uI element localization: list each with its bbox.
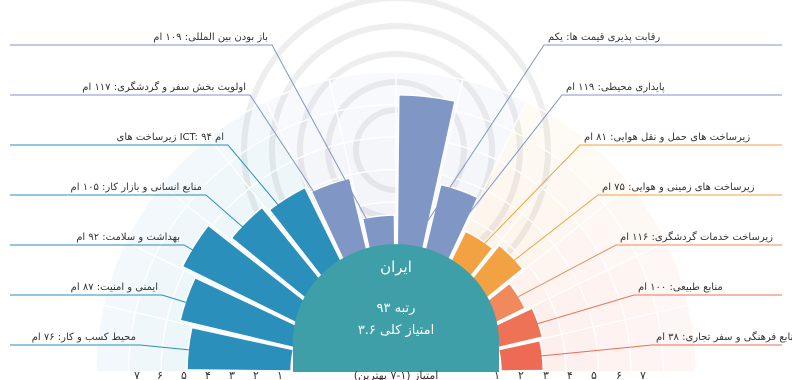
bar-14 — [497, 339, 545, 372]
label-leader-lines — [10, 44, 782, 359]
leader-line — [10, 144, 330, 267]
category-label: بهداشت و سلامت: ۹۲ ام — [76, 232, 180, 243]
center-badge: ایران رتبه ۹۳ امتیاز کلی ۳.۶ — [293, 244, 499, 372]
axis-tick: ۱ — [277, 369, 283, 380]
leader-line — [501, 244, 782, 306]
center-rank: رتبه ۹۳ — [377, 301, 416, 316]
leader-line — [10, 44, 383, 249]
category-labels: محیط کسب و کار: ۷۶ ام ایمنی و امنیت: ۸۷ ا… — [32, 32, 792, 343]
grid-cell — [656, 304, 697, 373]
axis-tick: ۳ — [543, 369, 549, 380]
axis-tick: ۷ — [134, 369, 140, 380]
axis-tick: ۵ — [591, 369, 597, 380]
leader-line — [10, 194, 308, 284]
axis-tick: ۶ — [616, 369, 622, 380]
grid-cell — [350, 168, 397, 207]
category-label: منابع فرهنگی و سفر تجاری: ۳۸ ام — [656, 331, 792, 343]
center-dome — [293, 244, 499, 372]
grid-cell — [335, 103, 397, 144]
axis-tick: ۱ — [494, 369, 500, 380]
category-label: منابع طبیعی: ۱۰۰ ام — [638, 282, 723, 293]
axis-tick: ۵ — [181, 369, 187, 380]
leader-line — [10, 344, 272, 359]
grid-cell — [592, 318, 632, 373]
category-label: زیرساخت خدمات گردشگری: ۱۱۶ ام — [620, 231, 773, 243]
category-label: اولویت بخش سفر و گردشگری: ۱۱۷ ام — [82, 81, 246, 93]
axis-tick: ۶ — [157, 369, 163, 380]
axis-tick: ۷ — [640, 369, 646, 380]
center-country: ایران — [380, 258, 412, 276]
leader-line — [10, 294, 279, 332]
category-label: ایمنی و امنیت: ۸۷ ام — [71, 282, 158, 293]
axis-tick: ۳ — [229, 369, 235, 380]
leader-line — [10, 94, 356, 255]
axis-tick: ۴ — [567, 369, 573, 380]
grid-cell — [342, 136, 397, 176]
category-label: زیرساخت های زمینی و هوایی: ۷۵ ام — [602, 182, 755, 193]
leader-line — [436, 94, 782, 255]
axis-tick: ۲ — [518, 369, 524, 380]
grid-cell — [561, 326, 600, 373]
axis-tick: ۴ — [205, 369, 211, 380]
category-label: رقابت پذیری قیمت ها: یکم — [548, 32, 660, 43]
axis-tick: ۲ — [253, 369, 259, 380]
center-score: امتیاز کلی ۳.۶ — [358, 323, 434, 338]
leader-line — [10, 244, 291, 306]
category-label: محیط کسب و کار: ۷۶ ام — [32, 332, 136, 343]
category-label: باز بودن بین المللی: ۱۰۹ ام — [153, 32, 268, 43]
category-label: زیرساخت های ICT: ۹۴ ام — [117, 132, 224, 143]
leader-line — [520, 344, 782, 359]
bar-1 — [186, 326, 295, 372]
category-label: منابع انسانی و بازار کار: ۱۰۵ ام — [71, 182, 202, 193]
axis-label: امتیاز (۱-۷ بهترین) — [354, 369, 439, 380]
leader-line — [409, 44, 782, 249]
score-axis: امتیاز (۱-۷ بهترین) ۷ ۶ ۵ ۴ ۳ ۲ ۱ ۱ ۲ ۳ ۴ ۵ ۶ ۷ — [134, 369, 646, 380]
category-label: زیرساخت های حمل و نقل هوایی: ۸۱ ام — [584, 132, 750, 143]
leader-line — [513, 294, 782, 332]
leader-line — [484, 194, 782, 285]
category-label: پایداری محیطی: ۱۱۹ ام — [566, 82, 665, 93]
leader-line — [462, 144, 782, 267]
